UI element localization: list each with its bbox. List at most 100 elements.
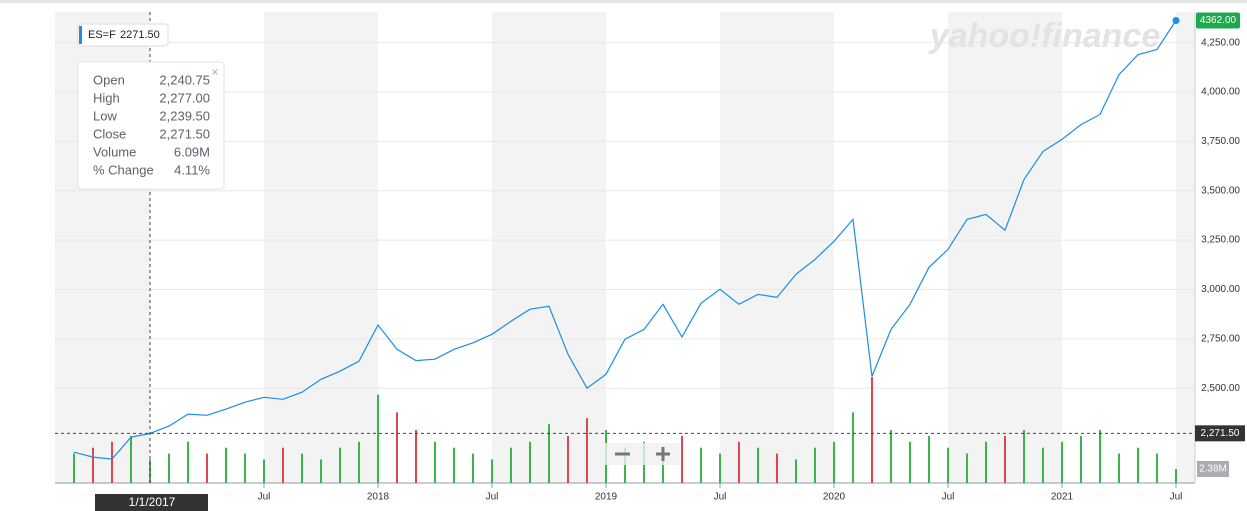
last-volume-label: 2.38M bbox=[1199, 464, 1227, 475]
volume-bar bbox=[282, 447, 284, 483]
volume-bar bbox=[624, 447, 626, 483]
y-tick-label: 2,500.00 bbox=[1201, 383, 1240, 394]
legend-box bbox=[77, 23, 169, 47]
volume-bar bbox=[871, 377, 873, 483]
period-band bbox=[720, 12, 834, 483]
tooltip-value: 2,240.75 bbox=[159, 72, 210, 87]
volume-bar bbox=[510, 447, 512, 483]
volume-bar bbox=[244, 453, 246, 483]
y-tick-label: 3,500.00 bbox=[1201, 185, 1240, 196]
volume-bar bbox=[149, 459, 151, 483]
volume-bar bbox=[852, 412, 854, 483]
volume-bar bbox=[738, 441, 740, 483]
volume-bar bbox=[396, 412, 398, 483]
volume-bar bbox=[795, 459, 797, 483]
crosshair-date-box bbox=[95, 494, 208, 511]
legend-value: 2271.50 bbox=[120, 29, 160, 41]
tooltip-key: Low bbox=[93, 108, 117, 123]
crosshair-price-box bbox=[1195, 425, 1245, 442]
volume-bar bbox=[1175, 468, 1177, 483]
volume-bar bbox=[1004, 435, 1006, 483]
x-tick-label: 2019 bbox=[595, 492, 618, 503]
volume-bar bbox=[947, 447, 949, 483]
last-price-box bbox=[1196, 12, 1240, 29]
volume-bar bbox=[358, 441, 360, 483]
tooltip: × Open 2,240.75 High 2,277.00 Low 2,239.50 Clos… bbox=[77, 61, 225, 190]
crosshair-price-label: 2,271.50 bbox=[1201, 428, 1240, 439]
legend-symbol: ES=F bbox=[88, 29, 116, 41]
volume-bar bbox=[909, 441, 911, 483]
volume-bar bbox=[92, 447, 94, 483]
volume-bar bbox=[1061, 441, 1063, 483]
volume-bar bbox=[966, 453, 968, 483]
period-band bbox=[264, 12, 378, 483]
top-bar bbox=[0, 0, 1247, 3]
volume-bar bbox=[529, 441, 531, 483]
last-price-label: 4362.00 bbox=[1200, 15, 1237, 26]
volume-bar bbox=[377, 394, 379, 483]
volume-bar bbox=[833, 441, 835, 483]
volume-bar bbox=[1080, 435, 1082, 483]
x-tick-label: 2021 bbox=[1051, 492, 1074, 503]
y-tick-label: 3,250.00 bbox=[1201, 235, 1240, 246]
tooltip-key: Open bbox=[93, 72, 125, 87]
volume-bar bbox=[472, 453, 474, 483]
volume-bar bbox=[985, 441, 987, 483]
volume-bar bbox=[434, 441, 436, 483]
x-tick-label: Jul bbox=[714, 492, 727, 503]
volume-bar bbox=[206, 453, 208, 483]
volume-bar bbox=[890, 430, 892, 483]
volume-bar bbox=[187, 441, 189, 483]
legend-swatch bbox=[79, 26, 82, 44]
tooltip-close: × bbox=[211, 65, 218, 79]
volume-bar bbox=[415, 430, 417, 483]
volume-bar bbox=[168, 453, 170, 483]
volume-bar bbox=[320, 459, 322, 483]
period-band bbox=[948, 12, 1062, 483]
volume-bar bbox=[453, 447, 455, 483]
x-tick-label: Jul bbox=[942, 492, 955, 503]
volume-bar bbox=[681, 435, 683, 483]
period-band bbox=[1176, 12, 1195, 483]
last-volume-box bbox=[1197, 460, 1229, 477]
x-tick-label: 2020 bbox=[823, 492, 846, 503]
zoom-in-button[interactable] bbox=[656, 447, 670, 461]
volume-bar bbox=[662, 453, 664, 483]
tooltip-key: Close bbox=[93, 126, 126, 141]
volume-bar bbox=[130, 435, 132, 483]
y-tick-label: 4,250.00 bbox=[1201, 37, 1240, 48]
x-tick-label: 2018 bbox=[367, 492, 390, 503]
volume-bar bbox=[814, 447, 816, 483]
volume-bar bbox=[263, 459, 265, 483]
volume-bar bbox=[776, 453, 778, 483]
y-tick-label: 2,750.00 bbox=[1201, 333, 1240, 344]
volume-bar bbox=[1137, 447, 1139, 483]
tooltip-key: % Change bbox=[93, 162, 154, 177]
y-tick-label: 4,000.00 bbox=[1201, 87, 1240, 98]
x-tick-label: Jul bbox=[1170, 492, 1183, 503]
tooltip-value: 2,239.50 bbox=[159, 108, 210, 123]
volume-bar bbox=[491, 459, 493, 483]
volume-bar bbox=[719, 453, 721, 483]
tooltip-value: 2,271.50 bbox=[159, 126, 210, 141]
last-point bbox=[1172, 16, 1180, 24]
volume-bar bbox=[1118, 453, 1120, 483]
volume-bar bbox=[111, 441, 113, 483]
tooltip-value: 2,277.00 bbox=[159, 90, 210, 105]
watermark: yahoo!finance bbox=[928, 17, 1160, 55]
tooltip-value: 4.11% bbox=[174, 162, 210, 177]
volume-bar bbox=[586, 418, 588, 483]
y-tick-label: 3,000.00 bbox=[1201, 284, 1240, 295]
volume-bar bbox=[225, 447, 227, 483]
zoom-controls bbox=[605, 443, 680, 465]
tooltip-value: 6.09M bbox=[174, 144, 210, 159]
volume-bar bbox=[301, 453, 303, 483]
volume-bar bbox=[548, 424, 550, 483]
x-tick-label: Jul bbox=[486, 492, 499, 503]
crosshair-date-label: 1/1/2017 bbox=[129, 495, 176, 509]
volume-bar bbox=[1023, 430, 1025, 483]
tooltip-key: High bbox=[93, 90, 120, 105]
volume-bar bbox=[700, 447, 702, 483]
volume-bar bbox=[1042, 447, 1044, 483]
